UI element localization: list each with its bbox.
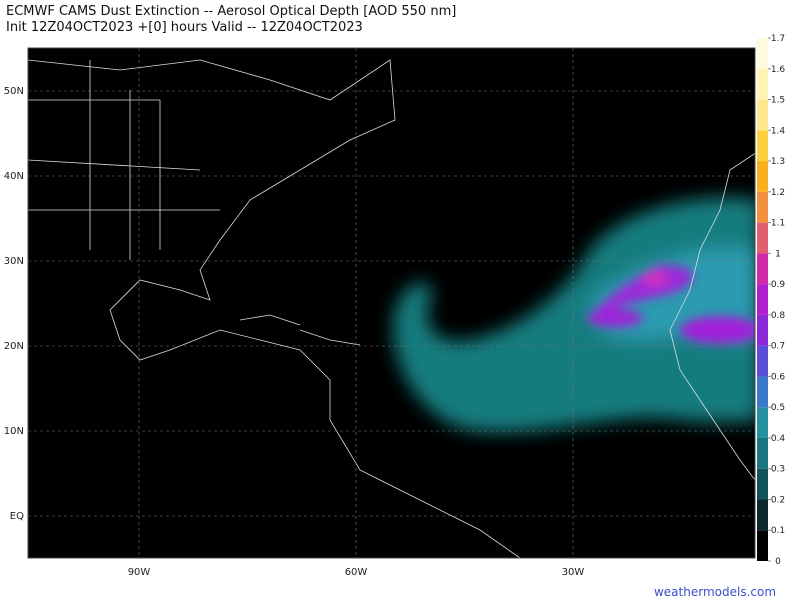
lat-label: 40N — [4, 171, 24, 182]
colorbar-segment — [757, 222, 768, 254]
title: ECMWF CAMS Dust Extinction -- Aerosol Op… — [6, 4, 456, 19]
colorbar-tick-label: 1.3 — [771, 157, 785, 167]
colorbar-segment — [757, 99, 768, 131]
map-frame — [27, 47, 756, 559]
colorbar-segment — [757, 253, 768, 285]
lon-label: 30W — [562, 567, 585, 578]
lat-label: 30N — [4, 256, 24, 267]
colorbar-tick-label: 0.3 — [771, 465, 785, 475]
map-layer — [28, 59, 755, 558]
colorbar-tick-label: 0.4 — [771, 434, 786, 444]
lat-label: 20N — [4, 341, 24, 352]
colorbar-tick-label: 1.4 — [771, 126, 786, 136]
colorbar-segment — [757, 407, 768, 438]
colorbar-segment — [757, 345, 768, 377]
colorbar-tick-label: 0.7 — [771, 342, 785, 352]
colorbar-tick-label: 1.1 — [771, 219, 785, 229]
colorbar-tick-label: 0.8 — [771, 311, 786, 321]
colorbar-tick-label: 0.6 — [771, 372, 786, 382]
coastlines — [28, 59, 755, 558]
colorbar-tick-label: 0.1 — [771, 526, 785, 536]
colorbar-segment — [757, 499, 768, 531]
colorbar-segment — [757, 130, 768, 162]
colorbar-segment — [757, 68, 768, 100]
subtitle: Init 12Z04OCT2023 +[0] hours Valid -- 12… — [6, 20, 363, 35]
colorbar-tick-label: 1.6 — [771, 65, 786, 75]
colorbar-tick-label: 1.5 — [771, 96, 785, 106]
colorbar-segment — [757, 284, 768, 315]
colorbar-segment — [757, 437, 768, 469]
colorbar-tick-label: 1 — [775, 249, 781, 259]
colorbar-tick-label: 0.9 — [771, 280, 786, 290]
lon-label: 90W — [128, 567, 151, 578]
colorbar-tick-label: 1.7 — [771, 34, 785, 44]
lat-label: 10N — [4, 426, 24, 437]
colorbar-segment — [757, 530, 768, 561]
colorbar-tick-label: 1.2 — [771, 188, 785, 198]
colorbar-tick-label: 0 — [775, 557, 781, 567]
colorbar-segment — [757, 376, 768, 408]
lat-label: 50N — [4, 86, 24, 97]
colorbar-segment — [757, 468, 768, 500]
colorbar-segment — [757, 314, 768, 346]
colorbar-tick-label: 0.5 — [771, 403, 785, 413]
dust-core — [587, 265, 755, 344]
watermark: weathermodels.com — [654, 585, 776, 599]
lon-label: 60W — [345, 567, 368, 578]
colorbar-tick-label: 0.2 — [771, 495, 785, 505]
graticule: 50N 40N 30N 20N 10N EQ 90W 60W 30W — [4, 48, 755, 578]
colorbar-segment — [757, 161, 768, 192]
colorbar: 0 0.1 0.2 0.3 0.4 0.5 0.6 0.7 0.8 0.9 1 1.1 1.2 1.3 1.… — [757, 34, 785, 567]
colorbar-segment — [757, 38, 768, 69]
colorbar-segment — [757, 191, 768, 223]
lat-label: EQ — [10, 511, 24, 522]
